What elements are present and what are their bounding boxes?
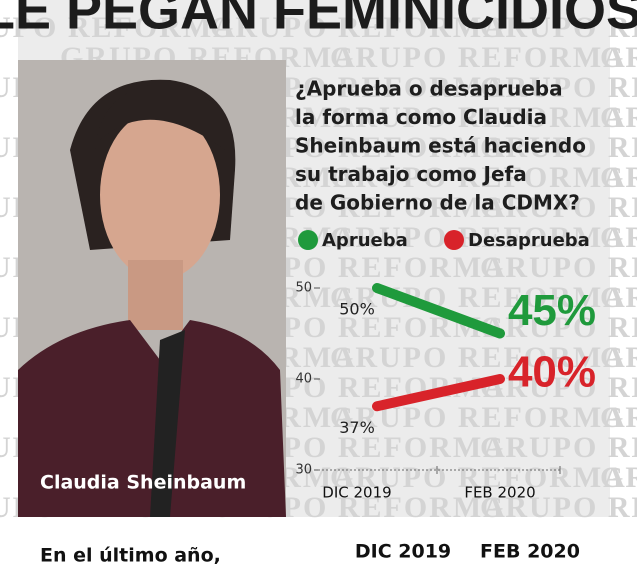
watermark: GRUPO REFORMA [330, 101, 627, 134]
watermark: GRUPO REFORMA [480, 431, 637, 464]
watermark: GRUPO REFORMA [600, 41, 637, 74]
watermark: GRUPO REFORMA [600, 101, 637, 134]
footer-column: DIC 2019 [355, 541, 451, 563]
watermark: GRUPO REFORMA [480, 371, 637, 404]
photo [18, 60, 286, 517]
watermark: GRUPO REFORMA [330, 161, 627, 194]
chart: ¿Aprueba o desaprueba la forma como Claud… [295, 77, 596, 502]
legend-swatch [444, 230, 464, 250]
watermark: GRUPO REFORMA [330, 221, 627, 254]
photo-caption: Claudia Sheinbaum [40, 472, 246, 494]
watermark: GRUPO REFORMA [480, 71, 637, 104]
watermark: GRUPO REFORMA [210, 11, 507, 44]
watermark: GRUPO REFORMA [600, 221, 637, 254]
watermark: GRUPO REFORMA [480, 311, 637, 344]
watermark: GRUPO REFORMA [600, 461, 637, 494]
x-tick-label: FEB 2020 [464, 484, 535, 502]
chart-title: de Gobierno de la CDMX? [295, 191, 580, 215]
watermark: GRUPO REFORMA [330, 41, 627, 74]
chart-title: Sheinbaum está haciendo [295, 134, 586, 158]
watermark: GRUPO REFORMA [600, 401, 637, 434]
legend-label: Desaprueba [468, 230, 590, 251]
chart-title: la forma como Claudia [295, 105, 547, 129]
watermark: GRUPO REFORMA [480, 491, 637, 524]
watermark: GRUPO REFORMA [480, 251, 637, 284]
y-tick-label: 30 [295, 463, 312, 478]
chart-title: ¿Aprueba o desaprueba [295, 77, 563, 101]
legend-swatch [298, 230, 318, 250]
value-label: 50% [339, 300, 375, 319]
y-tick-label: 40 [295, 372, 312, 387]
watermark: GRUPO REFORMA [480, 131, 637, 164]
value-label: 40% [508, 348, 596, 397]
watermark: GRUPO REFORMA [480, 191, 637, 224]
watermark: GRUPO REFORMA [600, 341, 637, 374]
x-tick-label: DIC 2019 [322, 484, 391, 502]
y-tick-label: 50 [295, 281, 312, 296]
footer-column: FEB 2020 [480, 541, 580, 563]
series-line [372, 283, 505, 339]
series-line [372, 374, 505, 412]
watermark: GRUPO REFORMA [600, 161, 637, 194]
legend-label: Aprueba [322, 230, 408, 251]
watermark: GRUPO REFORMA [330, 461, 627, 494]
chart-title: su trabajo como Jefa [295, 162, 527, 186]
headline: LE PEGAN FEMINICIDIOS [0, 0, 637, 40]
value-label: 37% [339, 418, 375, 437]
watermark: GRUPO REFORMA [330, 341, 627, 374]
watermark: GRUPO REFORMA [600, 281, 637, 314]
value-label: 45% [508, 286, 596, 335]
footer-text: En el último año, [40, 545, 221, 567]
watermark: GRUPO REFORMA [0, 11, 237, 44]
watermark: GRUPO REFORMA [480, 11, 637, 44]
